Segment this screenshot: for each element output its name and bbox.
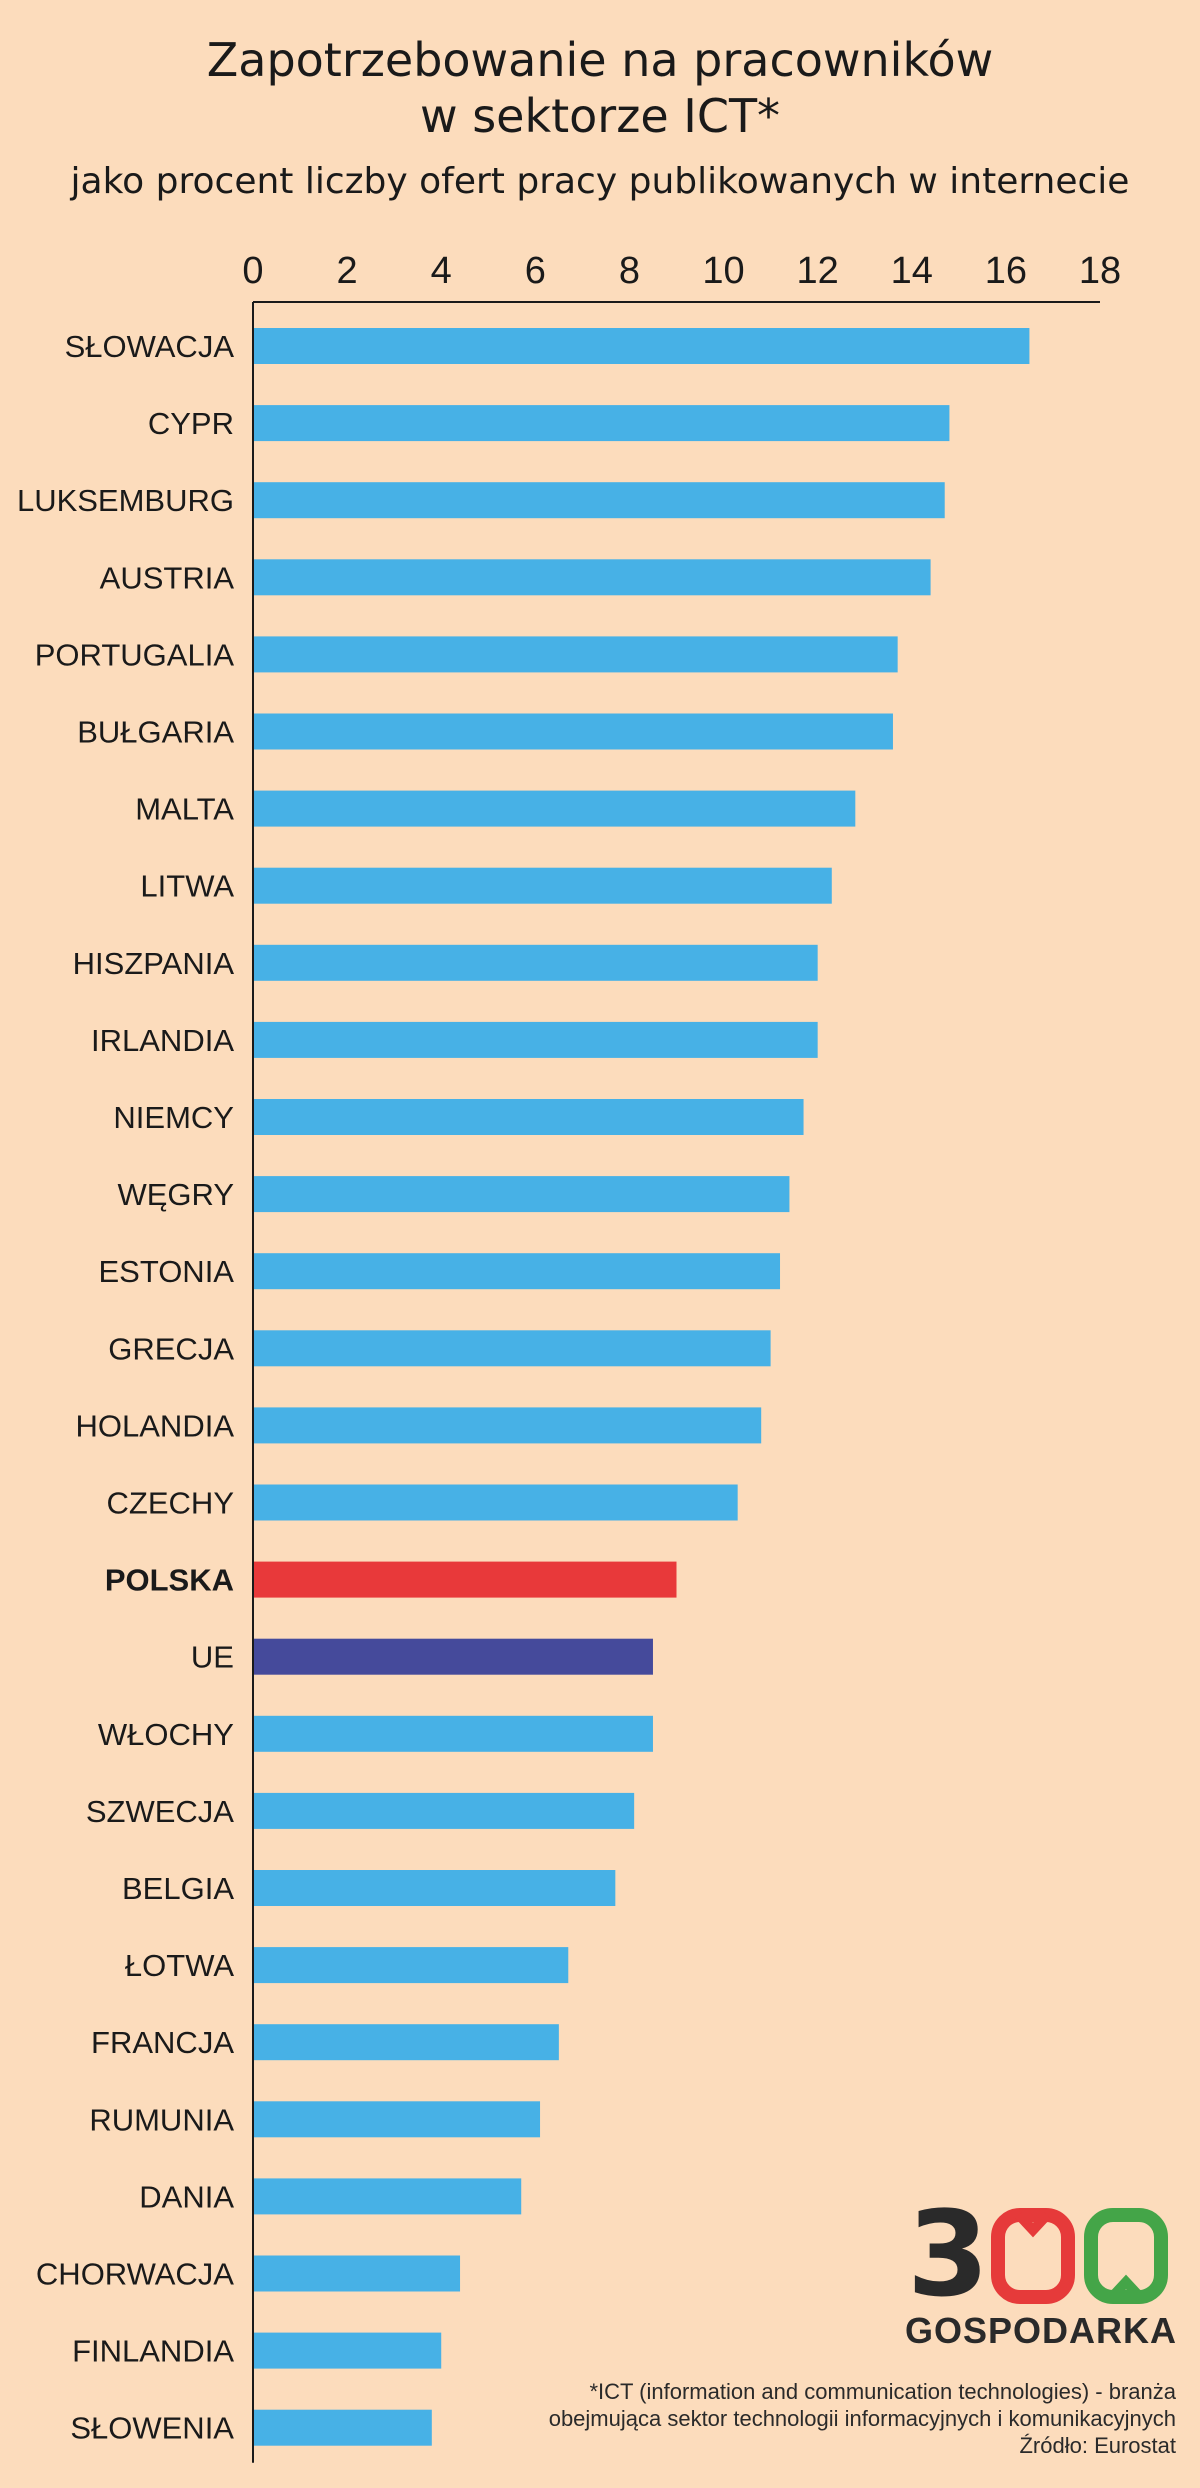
category-label: SŁOWENIA — [70, 2411, 234, 2446]
gospodarka-logo: 3 GOSPODARKA — [905, 2200, 1178, 2351]
category-label: HOLANDIA — [76, 1408, 235, 1443]
category-label: WĘGRY — [117, 1177, 234, 1212]
x-tick-label: 10 — [702, 250, 744, 292]
svg-text:3: 3 — [907, 2200, 989, 2310]
footnote-ict-definition-line-2: obejmująca sektor technologii informacyj… — [548, 2406, 1176, 2431]
bar-rumunia — [254, 2101, 541, 2138]
category-label: BELGIA — [122, 1871, 234, 1906]
bar-niemcy — [254, 1099, 804, 1135]
x-tick-label: 18 — [1079, 250, 1121, 292]
x-tick-label: 12 — [797, 250, 839, 292]
bar-portugalia — [254, 636, 898, 673]
bar-hiszpania — [254, 944, 818, 981]
chart-subtitle: jako procent liczby ofert pracy publikow… — [70, 161, 1130, 202]
bar-węgry — [254, 1176, 790, 1213]
bar-holandia — [254, 1407, 762, 1444]
category-label: UE — [191, 1640, 234, 1675]
x-tick-label: 6 — [525, 250, 546, 292]
category-label: CHORWACJA — [36, 2257, 234, 2292]
category-label: LUKSEMBURG — [17, 483, 234, 518]
bar-cypr — [254, 405, 950, 442]
category-label: CZECHY — [107, 1486, 234, 1521]
category-label: FRANCJA — [91, 2025, 234, 2060]
category-label: LITWA — [140, 869, 234, 904]
bar-włochy — [254, 1715, 653, 1752]
x-tick-label: 0 — [242, 250, 263, 292]
bar-łotwa — [254, 1947, 569, 1984]
bar-dania — [254, 2178, 522, 2215]
category-label: POLSKA — [105, 1563, 234, 1598]
footnote-source: Źródło: Eurostat — [1019, 2433, 1176, 2458]
bar-bułgaria — [254, 713, 893, 750]
bar-szwecja — [254, 1792, 635, 1829]
bar-francja — [254, 2024, 559, 2061]
bar-litwa — [254, 867, 832, 904]
bar-słowacja — [254, 328, 1030, 364]
bar-słowenia — [254, 2409, 432, 2446]
x-tick-label: 2 — [337, 250, 358, 292]
x-tick-label: 16 — [985, 250, 1027, 292]
bar-irlandia — [254, 1021, 818, 1058]
category-label: CYPR — [148, 406, 234, 441]
category-label: MALTA — [135, 792, 234, 827]
category-label: FINLANDIA — [72, 2334, 234, 2369]
bar-malta — [254, 790, 856, 827]
bar-polska — [254, 1561, 677, 1598]
category-label: PORTUGALIA — [35, 637, 235, 672]
bar-austria — [254, 559, 931, 596]
bar-grecja — [254, 1330, 771, 1367]
bar-finlandia — [254, 2332, 442, 2369]
logo-300-icon: 3 — [907, 2200, 1168, 2310]
category-label: ŁOTWA — [125, 1948, 234, 1983]
bar-chorwacja — [254, 2255, 461, 2292]
category-label: HISZPANIA — [73, 946, 235, 981]
bar-luksemburg — [254, 482, 945, 519]
category-label: NIEMCY — [113, 1100, 234, 1135]
category-label: IRLANDIA — [91, 1023, 234, 1058]
x-tick-label: 14 — [891, 250, 933, 292]
category-label: GRECJA — [108, 1331, 234, 1366]
footnote-ict-definition-line-1: *ICT (information and communication tech… — [589, 2379, 1176, 2404]
bar-belgia — [254, 1870, 616, 1906]
chart-title-line-1: Zapotrzebowanie na pracowników — [206, 33, 994, 87]
category-label: BUŁGARIA — [77, 715, 234, 750]
category-label: RUMUNIA — [89, 2102, 234, 2137]
bar-estonia — [254, 1253, 781, 1290]
category-label: AUSTRIA — [100, 560, 235, 595]
chart-title-line-2: w sektorze ICT* — [419, 89, 781, 143]
x-tick-label: 8 — [619, 250, 640, 292]
category-label: WŁOCHY — [98, 1717, 234, 1752]
category-label: DANIA — [139, 2179, 234, 2214]
category-label: SŁOWACJA — [65, 329, 235, 364]
bar-czechy — [254, 1484, 738, 1521]
x-tick-label: 4 — [431, 250, 452, 292]
category-label: SZWECJA — [86, 1794, 234, 1829]
logo-text: GOSPODARKA — [905, 2310, 1178, 2351]
category-label: ESTONIA — [98, 1254, 234, 1289]
bar-ue — [254, 1638, 653, 1675]
